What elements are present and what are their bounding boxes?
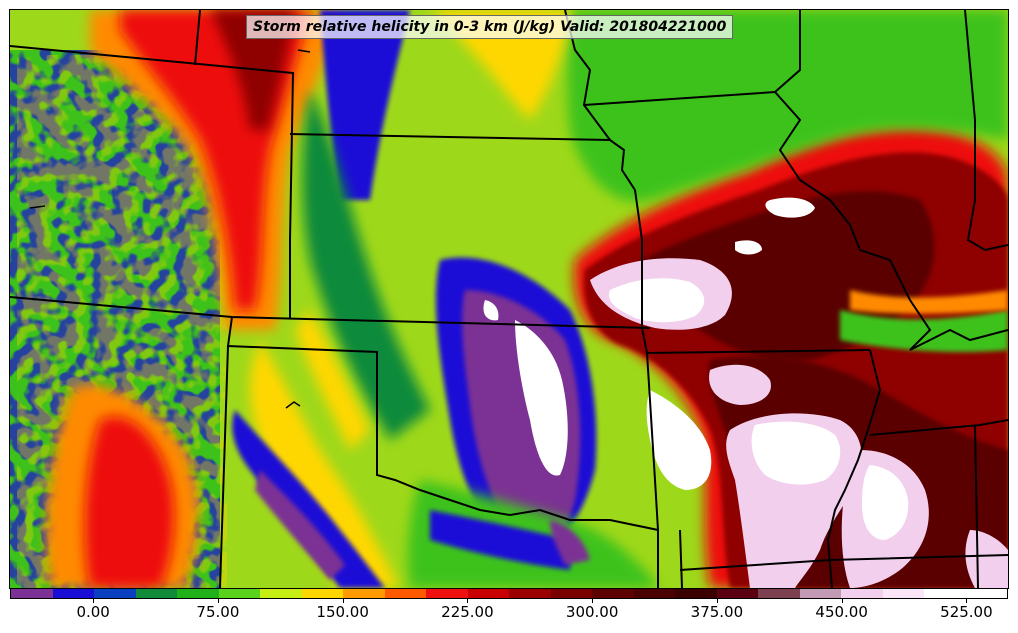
colorbar-swatch: [135, 589, 177, 598]
colorbar-swatch: [384, 589, 426, 598]
colorbar-tick-label: 225.00: [441, 603, 494, 621]
colorbar-swatch: [11, 589, 53, 598]
colorbar-tick-label: 450.00: [815, 603, 868, 621]
colorbar-ticks: 0.00 75.00 150.00 225.00 300.00 375.00 450.00 5…: [10, 599, 1008, 629]
colorbar-swatch: [301, 589, 343, 598]
colorbar-swatch: [52, 589, 94, 598]
colorbar-swatch: [426, 589, 468, 598]
colorbar-tick: [93, 599, 95, 603]
colorbar-swatch: [592, 589, 634, 598]
colorbar-swatch: [965, 589, 1007, 598]
colorbar-tick-label: 300.00: [565, 603, 619, 621]
colorbar-swatch: [799, 589, 841, 598]
colorbar-tick: [716, 599, 718, 603]
map-title: Storm relative helicity in 0-3 km (J/kg)…: [246, 15, 734, 39]
colorbar-tick: [342, 599, 344, 603]
colorbar: [10, 588, 1008, 599]
colorbar-swatch: [882, 589, 924, 598]
colorbar-tick: [841, 599, 843, 603]
helicity-map: [10, 10, 1008, 588]
colorbar-swatch: [716, 589, 758, 598]
colorbar-swatch: [758, 589, 800, 598]
colorbar-swatch: [550, 589, 592, 598]
colorbar-tick: [966, 599, 968, 603]
colorbar-swatch: [467, 589, 509, 598]
colorbar-swatch: [924, 589, 966, 598]
colorbar-swatch: [509, 589, 551, 598]
colorbar-swatch: [343, 589, 385, 598]
colorbar-tick-label: 375.00: [690, 603, 744, 621]
colorbar-tick: [217, 599, 219, 603]
colorbar-tick-label: 75.00: [196, 603, 240, 621]
colorbar-tick-label: 150.00: [316, 603, 369, 621]
colorbar-tick-label: 0.00: [76, 603, 110, 621]
map-frame: [9, 9, 1009, 589]
colorbar-swatch: [633, 589, 675, 598]
colorbar-tick-label: 525.00: [940, 603, 993, 621]
colorbar-swatch: [260, 589, 302, 598]
colorbar-swatch: [177, 589, 219, 598]
colorbar-tick: [592, 599, 594, 603]
colorbar-swatch: [675, 589, 717, 598]
colorbar-swatch: [94, 589, 136, 598]
colorbar-swatch: [218, 589, 260, 598]
colorbar-tick: [467, 599, 469, 603]
colorbar-swatch: [841, 589, 883, 598]
